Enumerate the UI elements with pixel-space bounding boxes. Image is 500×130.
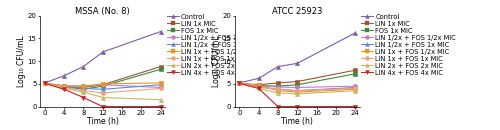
Y-axis label: Log₁₀ CFU/mL: Log₁₀ CFU/mL xyxy=(212,35,220,87)
Legend: Control, LIN 1x MIC, FOS 1x MIC, LIN 1/2x + FOS 1/2x MIC, LIN 1/2x + FOS 1x MIC,: Control, LIN 1x MIC, FOS 1x MIC, LIN 1/2… xyxy=(362,14,456,76)
Title: MSSA (No. 8): MSSA (No. 8) xyxy=(76,6,130,15)
Legend: Control, LIN 1x MIC, FOS 1x MIC, LIN 1/2x + FOS 1/2x MIC, LIN 1/2x + FOS 1x MIC,: Control, LIN 1x MIC, FOS 1x MIC, LIN 1/2… xyxy=(166,14,262,76)
Title: ATCC 25923: ATCC 25923 xyxy=(272,6,322,15)
X-axis label: Time (h): Time (h) xyxy=(87,118,118,126)
Y-axis label: Log₁₀ CFU/mL: Log₁₀ CFU/mL xyxy=(17,35,26,87)
X-axis label: Time (h): Time (h) xyxy=(282,118,313,126)
